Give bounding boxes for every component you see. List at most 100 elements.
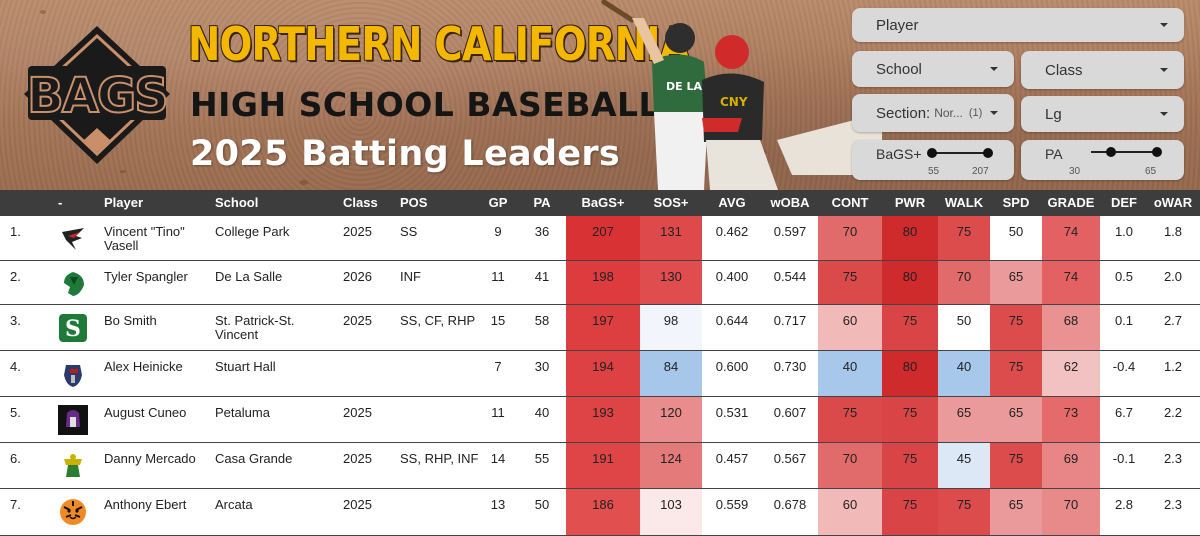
col-header-class[interactable]: Class — [343, 195, 378, 210]
player-name-cell[interactable]: Tyler Spangler — [104, 269, 188, 284]
bags-range-slider[interactable]: BaGS+ 55 207 — [852, 140, 1014, 180]
walk-heat-cell: 70 — [938, 261, 990, 304]
col-header-bags[interactable]: BaGS+ — [581, 195, 625, 210]
col-header-gp[interactable]: GP — [488, 195, 508, 210]
grade-value: 68 — [1063, 313, 1079, 328]
table-row[interactable]: 186 103 60 75 75 65 70 7. Anthony Ebert Arcata 202… — [0, 489, 1200, 536]
rank-cell: 5. — [10, 405, 21, 420]
col-header-spd[interactable]: SPD — [1002, 195, 1030, 210]
player-name-cell[interactable]: Bo Smith — [104, 313, 157, 328]
section-filter-text: Section: Nor... (1) — [876, 94, 982, 132]
col-header-pwr[interactable]: PWR — [894, 195, 926, 210]
grade-heat-cell: 68 — [1042, 305, 1100, 350]
bags-heat-cell: 193 — [566, 397, 640, 442]
school-cell: Petaluma — [215, 405, 270, 420]
col-header-owar[interactable]: oWAR — [1153, 195, 1193, 210]
table-row[interactable]: 197 98 60 75 50 75 68 3. Bo Smith St. Patrick-St.… — [0, 305, 1200, 351]
col-header-woba[interactable]: wOBA — [770, 195, 810, 210]
col-header-cont[interactable]: CONT — [831, 195, 869, 210]
school-cell: Stuart Hall — [215, 359, 276, 374]
walk-heat-cell: 75 — [938, 489, 990, 535]
table-row[interactable]: 198 130 75 80 70 65 74 2. Tyler Spangler De La Sa… — [0, 261, 1200, 305]
section-filter-dropdown[interactable]: Section: Nor... (1) — [852, 94, 1014, 132]
class-cell — [343, 351, 393, 396]
bags-value: 194 — [592, 359, 614, 374]
rank-cell: 2. — [10, 269, 21, 284]
pos-cell — [400, 489, 478, 535]
walk-heat-cell: 65 — [938, 397, 990, 442]
grade-heat-cell: 69 — [1042, 443, 1100, 488]
gp-cell: 11 — [491, 269, 505, 284]
table-row[interactable]: 191 124 70 75 45 75 69 6. Danny Mercado Casa Gran… — [0, 443, 1200, 489]
player-filter-dropdown[interactable]: Player — [852, 8, 1184, 42]
spartan-logo — [58, 269, 88, 299]
bags-slider-min-handle[interactable] — [927, 148, 937, 158]
sos-heat-cell: 120 — [640, 397, 702, 442]
bags-slider-max-handle[interactable] — [983, 148, 993, 158]
pos-cell: SS, RHP, INF — [400, 451, 479, 466]
pa-range-slider[interactable]: PA 30 65 — [1021, 140, 1184, 180]
bags-value: 191 — [592, 451, 614, 466]
pwr-value: 75 — [902, 497, 918, 512]
league-filter-dropdown[interactable]: Lg — [1021, 96, 1184, 132]
class-cell: 2026 — [343, 269, 372, 284]
col-header-player[interactable]: Player — [104, 195, 144, 210]
col-header-school[interactable]: School — [215, 195, 259, 210]
col-header-avg[interactable]: AVG — [718, 195, 746, 210]
pa-slider-min-handle[interactable] — [1106, 147, 1116, 157]
rank-cell: 7. — [10, 497, 21, 512]
sos-value: 130 — [660, 269, 682, 284]
class-cell: 2025 — [343, 405, 372, 420]
table-row[interactable]: 207 131 70 80 75 50 74 1. Vincent "Tino" Vasell C… — [0, 216, 1200, 261]
def-cell: -0.4 — [1112, 359, 1136, 374]
col-header-pa[interactable]: PA — [533, 195, 551, 210]
pwr-value: 80 — [902, 359, 918, 374]
school-filter-label: School — [876, 60, 922, 78]
col-header-pos[interactable]: POS — [400, 195, 428, 210]
class-cell: 2025 — [343, 497, 372, 512]
falcon-logo — [58, 224, 88, 254]
cont-value: 60 — [842, 497, 858, 512]
spd-heat-cell: 75 — [990, 305, 1042, 350]
player-name-cell[interactable]: Anthony Ebert — [104, 497, 187, 512]
player-name-cell[interactable]: August Cuneo — [104, 405, 187, 420]
gp-cell: 9 — [494, 224, 502, 239]
col-header-grade[interactable]: GRADE — [1047, 195, 1095, 210]
bags-heat-cell: 186 — [566, 489, 640, 535]
bags-heat-cell: 191 — [566, 443, 640, 488]
gp-cell: 14 — [490, 451, 506, 466]
class-filter-dropdown[interactable]: Class — [1021, 51, 1184, 89]
col-header-sos[interactable]: SOS+ — [653, 195, 689, 210]
cont-heat-cell: 75 — [818, 397, 882, 442]
bags-heat-cell: 198 — [566, 261, 640, 304]
owar-cell: 2.2 — [1163, 405, 1183, 420]
col-header-walk[interactable]: WALK — [944, 195, 984, 210]
sos-heat-cell: 103 — [640, 489, 702, 535]
owar-cell: 2.3 — [1163, 497, 1183, 512]
sos-heat-cell: 84 — [640, 351, 702, 396]
sos-heat-cell: 98 — [640, 305, 702, 350]
banner-title-line2: HIGH SCHOOL BASEBALL — [190, 85, 661, 124]
col-header-logo[interactable]: - — [58, 195, 63, 210]
school-filter-dropdown[interactable]: School — [852, 51, 1014, 87]
walk-value: 75 — [956, 497, 972, 512]
table-row[interactable]: 194 84 40 80 40 75 62 4. Alex Heinicke Stuart Hal… — [0, 351, 1200, 397]
pa-slider-max-handle[interactable] — [1152, 147, 1162, 157]
pwr-heat-cell: 80 — [882, 261, 938, 304]
player-name-cell[interactable]: Danny Mercado — [104, 451, 196, 466]
pa-slider-max-value: 65 — [1145, 166, 1157, 177]
player-name-cell[interactable]: Vincent "Tino" Vasell — [104, 224, 185, 253]
gaucho-logo — [58, 451, 88, 481]
cont-value: 70 — [842, 451, 858, 466]
pwr-heat-cell: 80 — [882, 216, 938, 260]
avg-cell: 0.457 — [715, 451, 749, 466]
sos-value: 124 — [660, 451, 682, 466]
pa-cell: 50 — [534, 497, 550, 512]
avg-cell: 0.400 — [715, 269, 749, 284]
table-row[interactable]: 193 120 75 75 65 65 73 5. August Cuneo Petaluma 20… — [0, 397, 1200, 443]
player-name-cell[interactable]: Alex Heinicke — [104, 359, 183, 374]
col-header-def[interactable]: DEF — [1111, 195, 1137, 210]
class-cell: 2025 — [343, 451, 372, 466]
spd-heat-cell: 65 — [990, 489, 1042, 535]
bags-heat-cell: 197 — [566, 305, 640, 350]
